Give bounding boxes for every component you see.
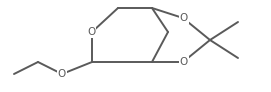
Text: O: O	[180, 57, 188, 67]
Text: O: O	[58, 69, 66, 79]
Text: O: O	[87, 27, 95, 37]
Text: O: O	[180, 13, 188, 23]
